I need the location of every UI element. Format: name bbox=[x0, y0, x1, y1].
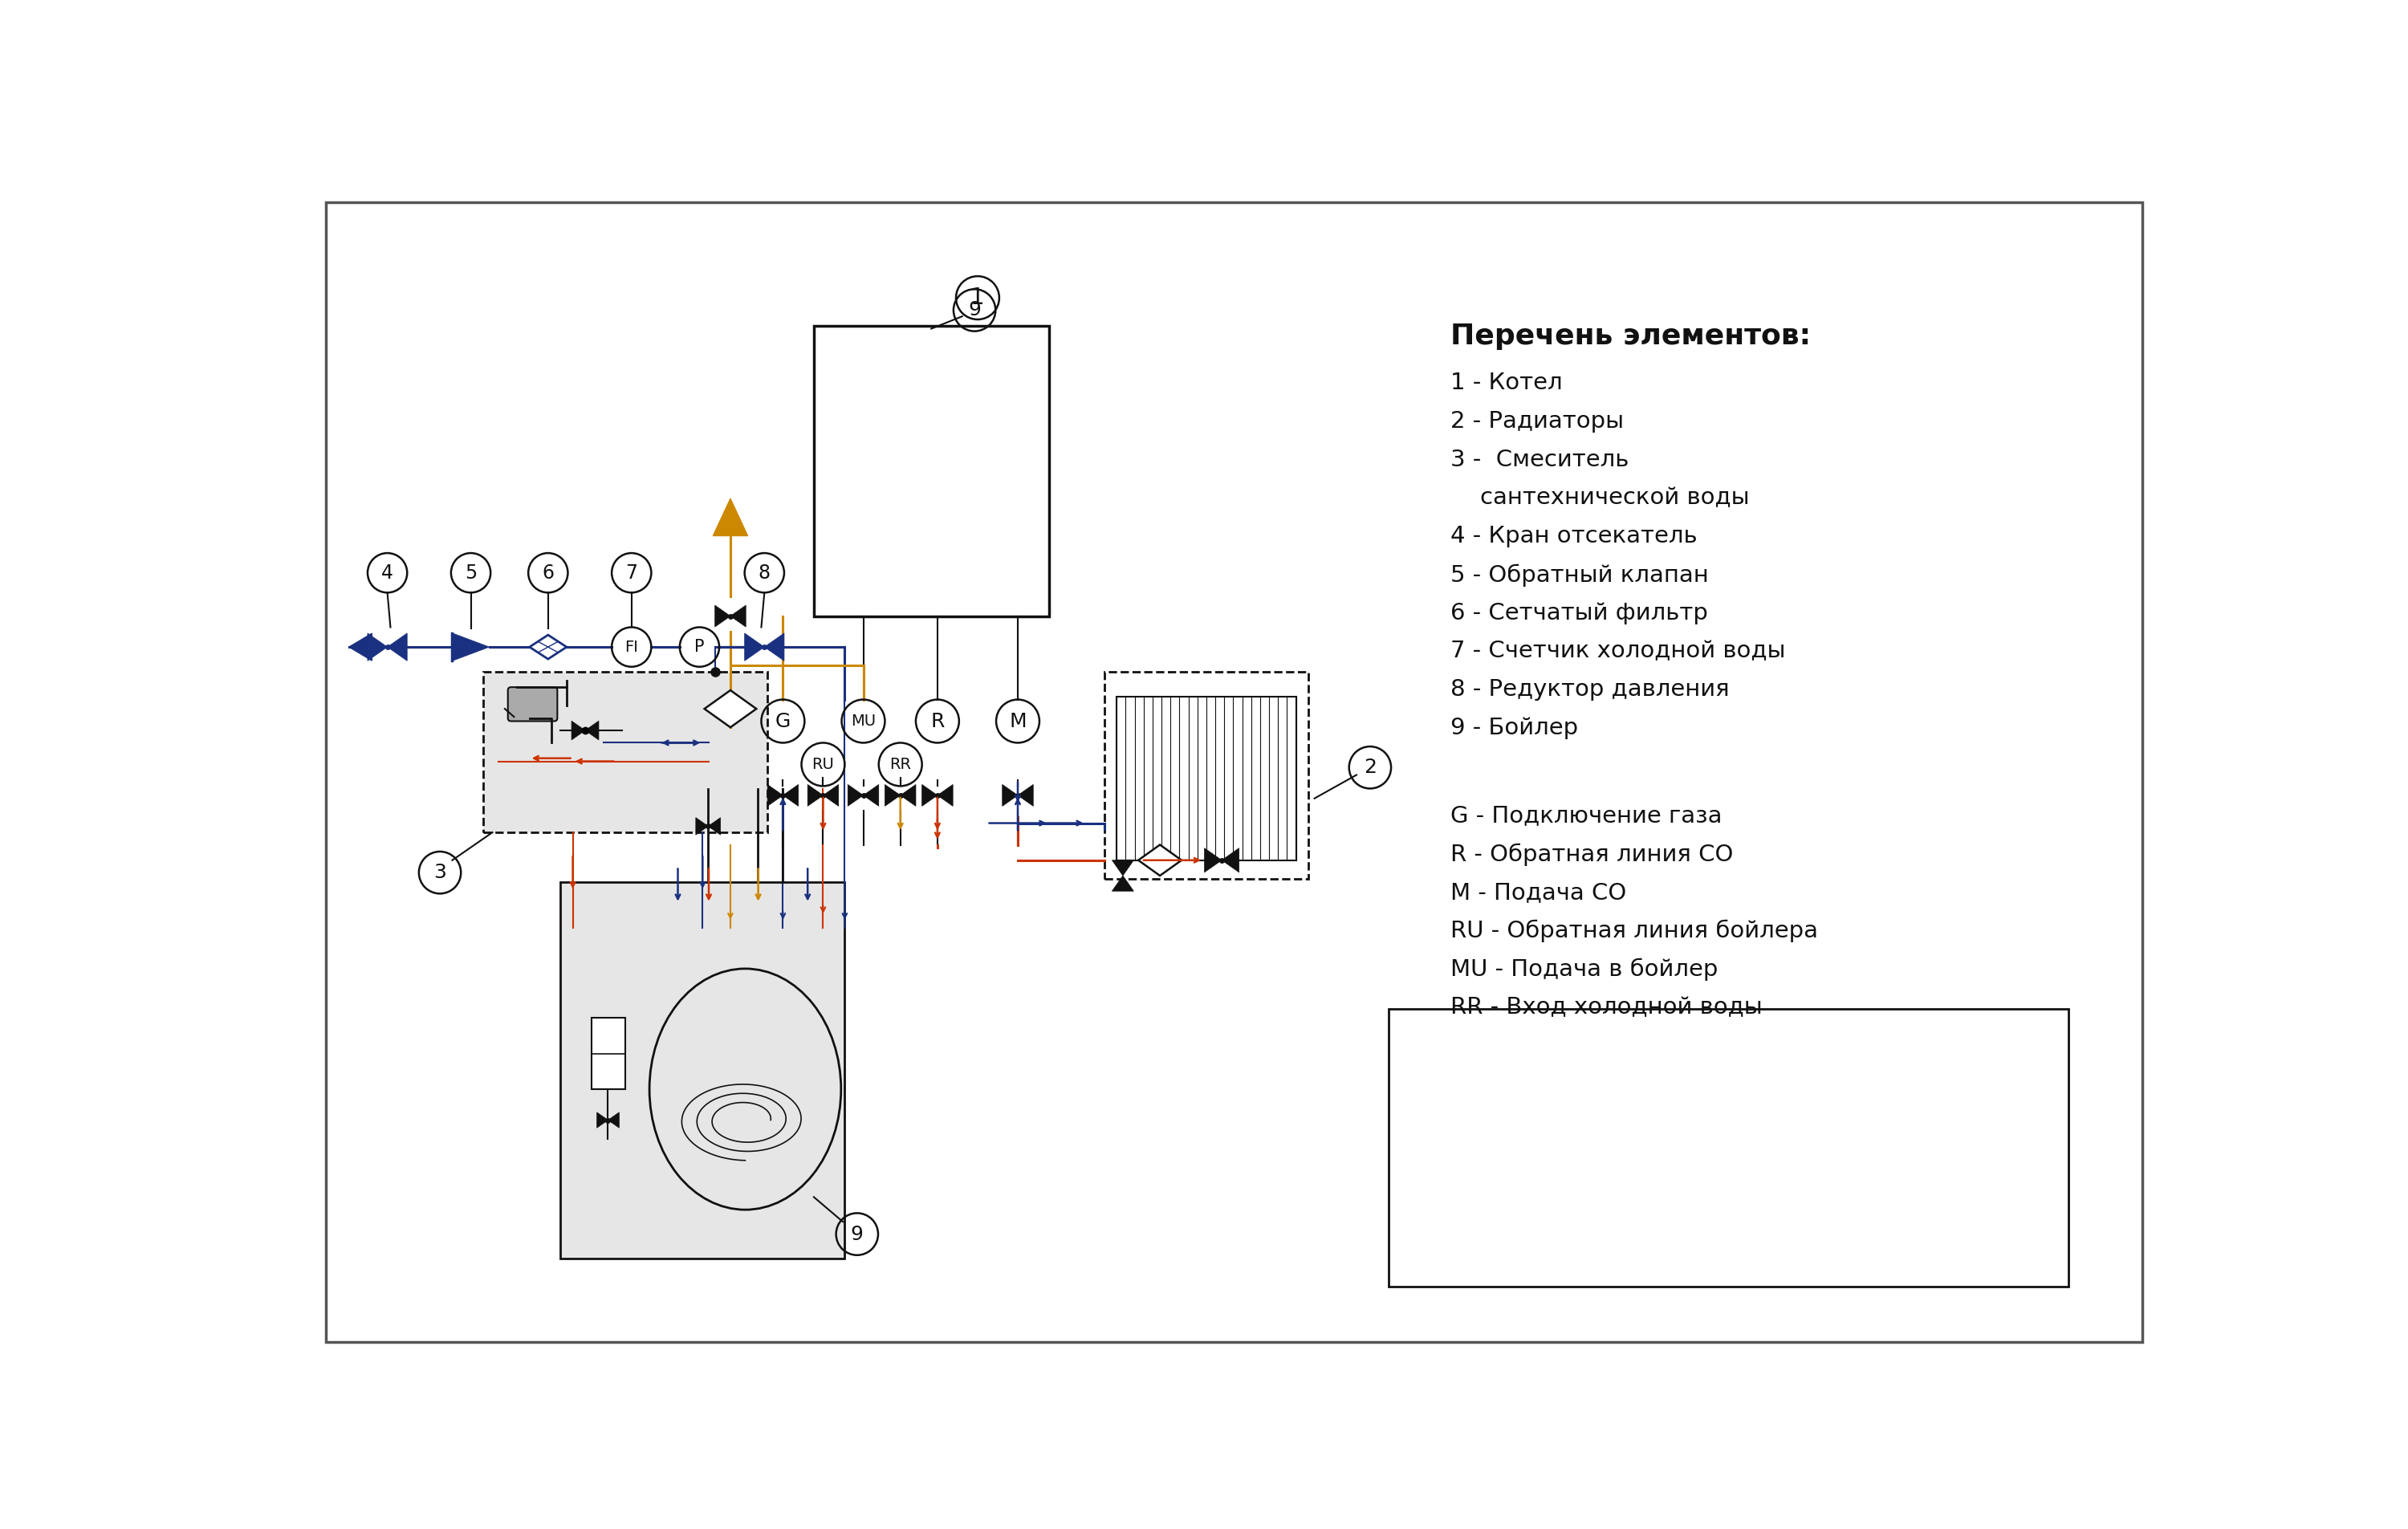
Text: MU - Подача в бойлер: MU - Подача в бойлер bbox=[1450, 957, 1717, 980]
Polygon shape bbox=[585, 720, 600, 740]
Polygon shape bbox=[884, 784, 901, 806]
FancyBboxPatch shape bbox=[508, 687, 556, 722]
Bar bbox=[561, 882, 845, 1258]
Polygon shape bbox=[708, 818, 720, 835]
Polygon shape bbox=[922, 784, 937, 806]
Polygon shape bbox=[1139, 844, 1182, 876]
Polygon shape bbox=[730, 605, 746, 627]
Text: 2 - Радиаторы: 2 - Радиаторы bbox=[1450, 410, 1623, 433]
Text: R: R bbox=[929, 711, 944, 731]
Polygon shape bbox=[1019, 784, 1033, 806]
Polygon shape bbox=[388, 633, 407, 661]
Text: 5: 5 bbox=[465, 563, 477, 583]
Text: RR - Вход холодной воды: RR - Вход холодной воды bbox=[1450, 997, 1763, 1018]
Polygon shape bbox=[1112, 861, 1134, 876]
Text: R - Обратная линия СО: R - Обратная линия СО bbox=[1450, 842, 1734, 865]
Polygon shape bbox=[453, 633, 489, 661]
Text: 1: 1 bbox=[970, 286, 985, 309]
Bar bbox=[1389, 1009, 2068, 1286]
Bar bbox=[592, 1018, 626, 1089]
Polygon shape bbox=[349, 633, 371, 661]
Bar bbox=[1105, 671, 1308, 879]
Polygon shape bbox=[530, 635, 566, 659]
Text: 5 - Обратный клапан: 5 - Обратный клапан bbox=[1450, 564, 1710, 587]
Text: RR: RR bbox=[889, 757, 910, 772]
Text: 8: 8 bbox=[759, 563, 771, 583]
Text: 6 - Сетчатый фильтр: 6 - Сетчатый фильтр bbox=[1450, 602, 1707, 624]
Polygon shape bbox=[744, 633, 763, 661]
Polygon shape bbox=[848, 784, 862, 806]
Polygon shape bbox=[862, 784, 879, 806]
Polygon shape bbox=[1112, 876, 1134, 891]
Text: 1 - Котел: 1 - Котел bbox=[1450, 372, 1563, 394]
Polygon shape bbox=[937, 784, 954, 806]
Text: 9 - Бойлер: 9 - Бойлер bbox=[1450, 717, 1577, 740]
Text: Перечень элементов:: Перечень элементов: bbox=[1450, 323, 1811, 350]
Text: 9: 9 bbox=[850, 1225, 864, 1243]
Polygon shape bbox=[763, 633, 785, 661]
Polygon shape bbox=[706, 690, 756, 728]
Polygon shape bbox=[368, 633, 388, 661]
Polygon shape bbox=[597, 1112, 607, 1128]
Text: 4 - Кран отсекатель: 4 - Кран отсекатель bbox=[1450, 526, 1698, 547]
Text: M: M bbox=[1009, 711, 1026, 731]
Text: MU: MU bbox=[850, 714, 877, 729]
Text: G: G bbox=[775, 711, 790, 731]
Polygon shape bbox=[715, 605, 730, 627]
Bar bbox=[1117, 696, 1296, 861]
Bar bbox=[814, 326, 1050, 616]
Text: 7 - Счетчик холодной воды: 7 - Счетчик холодной воды bbox=[1450, 641, 1784, 662]
Text: 9: 9 bbox=[968, 301, 980, 320]
Text: 6: 6 bbox=[542, 563, 554, 583]
Text: 2: 2 bbox=[1363, 758, 1377, 777]
Text: сантехнической воды: сантехнической воды bbox=[1450, 486, 1751, 509]
Polygon shape bbox=[1221, 849, 1240, 873]
Polygon shape bbox=[696, 818, 708, 835]
Polygon shape bbox=[607, 1112, 619, 1128]
Polygon shape bbox=[1002, 784, 1019, 806]
Text: M - Подача СО: M - Подача СО bbox=[1450, 881, 1625, 904]
Text: FI: FI bbox=[624, 639, 638, 654]
Polygon shape bbox=[571, 720, 585, 740]
Text: RU - Обратная линия бойлера: RU - Обратная линия бойлера bbox=[1450, 919, 1818, 942]
Text: 8 - Редуктор давления: 8 - Редуктор давления bbox=[1450, 679, 1729, 700]
Polygon shape bbox=[768, 784, 783, 806]
Text: 3 -  Смеситель: 3 - Смеситель bbox=[1450, 448, 1628, 471]
Polygon shape bbox=[1204, 849, 1221, 873]
Polygon shape bbox=[807, 784, 824, 806]
Text: P: P bbox=[694, 639, 706, 654]
Text: 3: 3 bbox=[433, 862, 445, 882]
Polygon shape bbox=[824, 784, 838, 806]
Text: RU: RU bbox=[811, 757, 833, 772]
Polygon shape bbox=[783, 784, 799, 806]
Polygon shape bbox=[901, 784, 915, 806]
Text: 7: 7 bbox=[626, 563, 638, 583]
Text: 4: 4 bbox=[380, 563, 393, 583]
Text: G - Подключение газа: G - Подключение газа bbox=[1450, 804, 1722, 827]
Polygon shape bbox=[713, 498, 749, 535]
Bar bbox=[484, 671, 768, 832]
